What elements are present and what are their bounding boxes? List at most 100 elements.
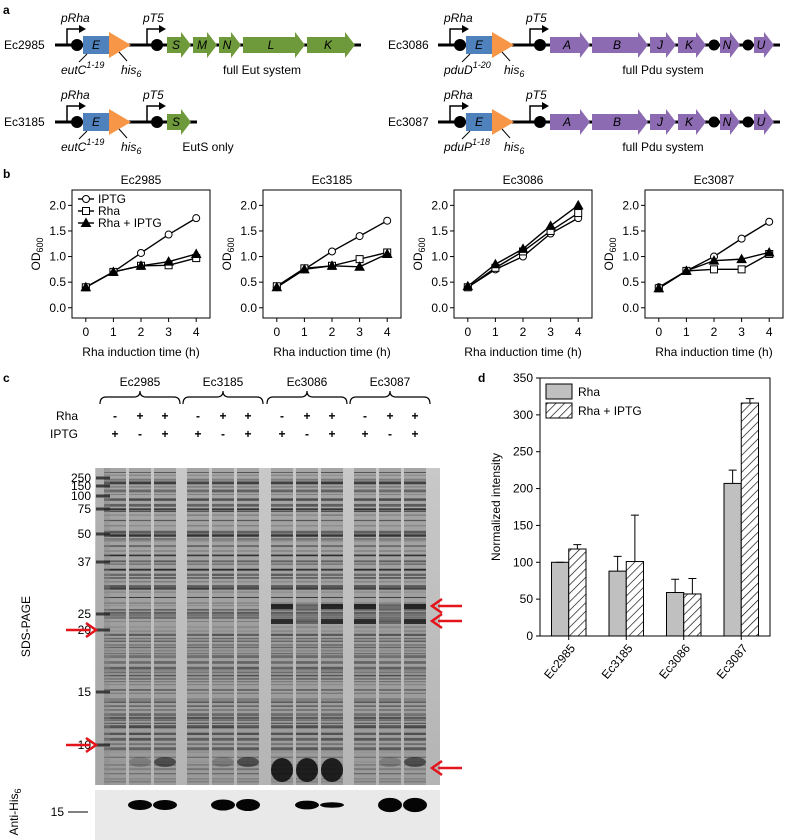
gel-band [296, 677, 318, 680]
gel-band [104, 577, 126, 579]
gel-band [154, 689, 176, 691]
gel-band [154, 640, 176, 643]
gel-band [154, 681, 176, 683]
gel-band [404, 637, 426, 640]
gel-band [212, 554, 234, 557]
gel-band [187, 725, 209, 729]
gel-band [104, 643, 126, 647]
gel-band [104, 751, 126, 753]
gel-band [404, 630, 426, 633]
gel-band [321, 719, 343, 722]
gel-band [321, 616, 343, 619]
gel-band [271, 478, 293, 481]
gel-band [321, 633, 343, 636]
marker [490, 258, 501, 269]
gel-band [129, 519, 151, 522]
gel-band [187, 713, 209, 716]
gel-band [296, 625, 318, 629]
gel-band [321, 493, 343, 495]
promoter-arrowhead [79, 25, 86, 33]
gel-band [212, 689, 234, 691]
marker-band [96, 532, 110, 536]
gel-band [187, 498, 209, 501]
gel-band [321, 540, 343, 542]
gel-band [154, 485, 176, 488]
gel-band [237, 514, 259, 516]
gel-band [154, 701, 176, 703]
gel-band [237, 608, 259, 611]
gel-band [129, 751, 151, 753]
gel-band [321, 530, 343, 534]
gel-band [354, 540, 376, 542]
gel-band [104, 647, 126, 649]
gel-band [212, 778, 234, 780]
gel-band [404, 573, 426, 576]
gel-band [237, 573, 259, 576]
gel-band [296, 727, 318, 729]
gel-band [187, 761, 209, 763]
gel-band [271, 709, 293, 711]
gel-band [354, 643, 376, 647]
gel-band [212, 719, 234, 722]
marker [82, 207, 90, 215]
gel-band [296, 591, 318, 593]
gel-band [212, 498, 234, 501]
gel-band [404, 577, 426, 579]
gel-band [354, 580, 376, 583]
tag-label: his6 [121, 140, 141, 156]
gel-band [187, 773, 209, 775]
gel-band [354, 705, 376, 707]
gel-band [271, 649, 293, 652]
gel-band [154, 489, 176, 493]
gel-band [354, 550, 376, 552]
gel-band [129, 698, 151, 701]
gel-band [237, 537, 259, 541]
gel-band [237, 554, 259, 557]
gel-band [321, 671, 343, 674]
x-tick-label: 4 [766, 325, 773, 339]
gene-label: K [685, 38, 694, 52]
gel-band [212, 637, 234, 640]
x-tick-label: 1 [301, 325, 308, 339]
gel-band [321, 647, 343, 649]
gene-label: A [562, 38, 571, 52]
gel-band [271, 640, 293, 643]
gene-arrow [167, 109, 191, 135]
gel-band [237, 591, 259, 593]
gel-band [354, 684, 376, 686]
brace [266, 390, 348, 405]
gene-label: S [172, 115, 180, 129]
gel-band [321, 677, 343, 680]
gel-band [321, 614, 343, 617]
gel-band [154, 778, 176, 780]
gel-band [154, 530, 176, 534]
promoter-label: pRha [443, 11, 473, 25]
gel-band [187, 727, 209, 729]
gel-band [354, 727, 376, 729]
gel-band [154, 596, 176, 598]
legend-label: IPTG [98, 192, 126, 206]
gel-band [354, 611, 376, 614]
gel-band [129, 568, 151, 571]
gel-band [404, 674, 426, 677]
gel-band [212, 722, 234, 724]
gel-band [321, 503, 343, 507]
blot-band [128, 800, 152, 810]
gel-band [104, 649, 126, 652]
gel-band [296, 637, 318, 640]
gel-band [129, 573, 151, 576]
gel-band [321, 619, 343, 624]
gene-label: K [324, 38, 333, 52]
gel-band [104, 713, 126, 716]
blot-label-part: Anti-His [7, 794, 21, 836]
gel-band [154, 637, 176, 640]
gel-band [404, 709, 426, 711]
gel-band [321, 692, 343, 694]
gel-band [379, 530, 401, 534]
gel-band [296, 758, 318, 782]
gel-band [187, 534, 209, 537]
gel-band [237, 652, 259, 655]
gel-band [187, 591, 209, 593]
gel-band [296, 472, 318, 473]
gel-band [296, 652, 318, 655]
